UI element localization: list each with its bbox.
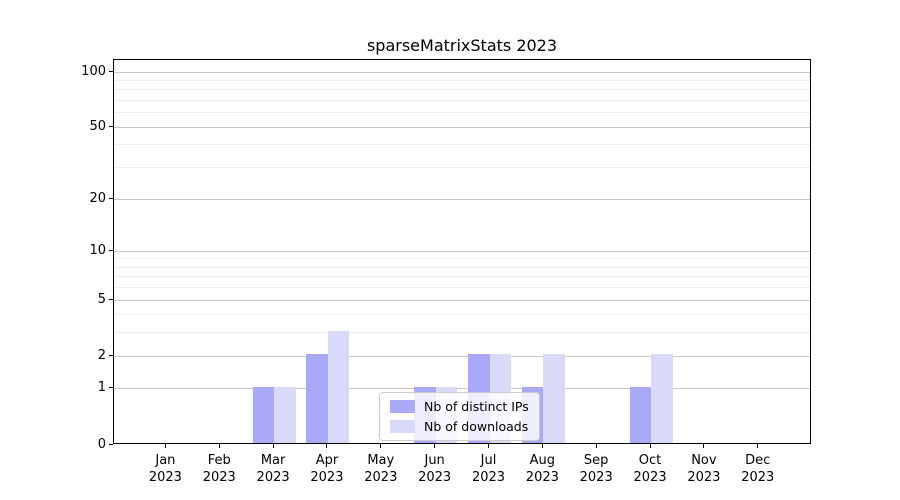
x-tick-mark-sep bbox=[595, 444, 597, 448]
bar-downloads-aug bbox=[543, 354, 565, 443]
bar-downloads-apr bbox=[327, 331, 350, 443]
legend-label-distinct-ips: Nb of distinct IPs bbox=[424, 399, 529, 414]
x-tick-mark-jun bbox=[434, 444, 436, 448]
x-tick-label-jul: Jul 2023 bbox=[471, 453, 506, 485]
legend-swatch-downloads bbox=[390, 420, 415, 433]
major-gridline-50 bbox=[114, 126, 810, 128]
x-tick-mark-jul bbox=[488, 444, 489, 448]
bar-downloads-mar bbox=[274, 387, 296, 443]
minor-gridline-9 bbox=[114, 258, 810, 260]
legend-swatch-distinct-ips bbox=[390, 400, 415, 413]
x-tick-mark-apr bbox=[326, 444, 328, 448]
minor-gridline-7 bbox=[114, 276, 810, 278]
major-gridline-10 bbox=[114, 250, 810, 252]
bar-distinct-ips-mar bbox=[252, 387, 275, 443]
x-tick-label-mar: Mar 2023 bbox=[256, 453, 290, 485]
major-gridline-5 bbox=[114, 299, 810, 301]
y-tick-label-2: 2 bbox=[97, 347, 106, 363]
bar-downloads-oct bbox=[651, 354, 673, 443]
x-tick-mark-may bbox=[380, 444, 382, 448]
y-tick-label-1: 1 bbox=[97, 380, 106, 396]
y-tick-mark-20 bbox=[109, 197, 113, 199]
y-tick-mark-100 bbox=[109, 70, 113, 72]
x-tick-label-oct: Oct 2023 bbox=[633, 453, 667, 485]
x-tick-label-aug: Aug 2023 bbox=[525, 453, 559, 485]
legend-entry-downloads: Nb of downloads bbox=[390, 419, 529, 434]
minor-gridline-4 bbox=[114, 314, 810, 316]
x-tick-label-jan: Jan 2023 bbox=[148, 453, 182, 485]
x-tick-mark-mar bbox=[272, 444, 274, 448]
minor-gridline-40 bbox=[114, 144, 810, 146]
y-tick-mark-50 bbox=[109, 125, 113, 127]
y-tick-label-20: 20 bbox=[89, 190, 106, 206]
legend-entry-distinct-ips: Nb of distinct IPs bbox=[390, 399, 529, 414]
minor-gridline-80 bbox=[114, 89, 810, 91]
major-gridline-1 bbox=[114, 388, 810, 390]
y-tick-mark-1 bbox=[109, 387, 113, 389]
y-tick-label-5: 5 bbox=[97, 291, 106, 307]
minor-gridline-3 bbox=[114, 332, 810, 334]
y-tick-label-10: 10 bbox=[89, 242, 106, 258]
y-tick-mark-5 bbox=[109, 298, 113, 300]
major-gridline-2 bbox=[114, 355, 810, 357]
minor-gridline-70 bbox=[114, 100, 810, 102]
y-tick-label-100: 100 bbox=[81, 63, 106, 79]
y-tick-label-0: 0 bbox=[97, 436, 106, 452]
legend: Nb of distinct IPs Nb of downloads bbox=[379, 392, 540, 441]
minor-gridline-90 bbox=[114, 80, 810, 82]
major-gridline-100 bbox=[114, 71, 810, 73]
x-tick-mark-oct bbox=[649, 444, 651, 448]
x-tick-label-may: May 2023 bbox=[364, 453, 398, 485]
minor-gridline-6 bbox=[114, 287, 810, 289]
minor-gridline-60 bbox=[114, 112, 810, 114]
x-tick-mark-dec bbox=[757, 444, 759, 448]
x-tick-mark-nov bbox=[703, 444, 705, 448]
major-gridline-20 bbox=[114, 198, 810, 200]
plot-canvas bbox=[114, 60, 810, 443]
x-tick-label-nov: Nov 2023 bbox=[687, 453, 721, 485]
y-tick-mark-10 bbox=[109, 249, 113, 251]
x-tick-mark-aug bbox=[541, 444, 543, 448]
minor-gridline-8 bbox=[114, 266, 810, 268]
chart-title: sparseMatrixStats 2023 bbox=[366, 36, 558, 55]
legend-label-downloads: Nb of downloads bbox=[424, 419, 529, 434]
x-tick-label-apr: Apr 2023 bbox=[310, 453, 344, 485]
x-tick-label-sep: Sep 2023 bbox=[579, 453, 613, 485]
y-tick-mark-0 bbox=[109, 443, 113, 445]
y-tick-label-50: 50 bbox=[89, 118, 106, 134]
x-tick-label-jun: Jun 2023 bbox=[418, 453, 452, 485]
bar-distinct-ips-apr bbox=[306, 354, 328, 443]
x-tick-label-dec: Dec 2023 bbox=[741, 453, 775, 485]
x-tick-label-feb: Feb 2023 bbox=[202, 453, 236, 485]
bar-distinct-ips-oct bbox=[629, 387, 652, 443]
y-tick-mark-2 bbox=[109, 354, 113, 356]
x-tick-mark-feb bbox=[218, 444, 220, 448]
plot-area: Nb of distinct IPs Nb of downloads bbox=[113, 59, 811, 444]
minor-gridline-30 bbox=[114, 167, 810, 169]
x-tick-mark-jan bbox=[164, 444, 166, 448]
